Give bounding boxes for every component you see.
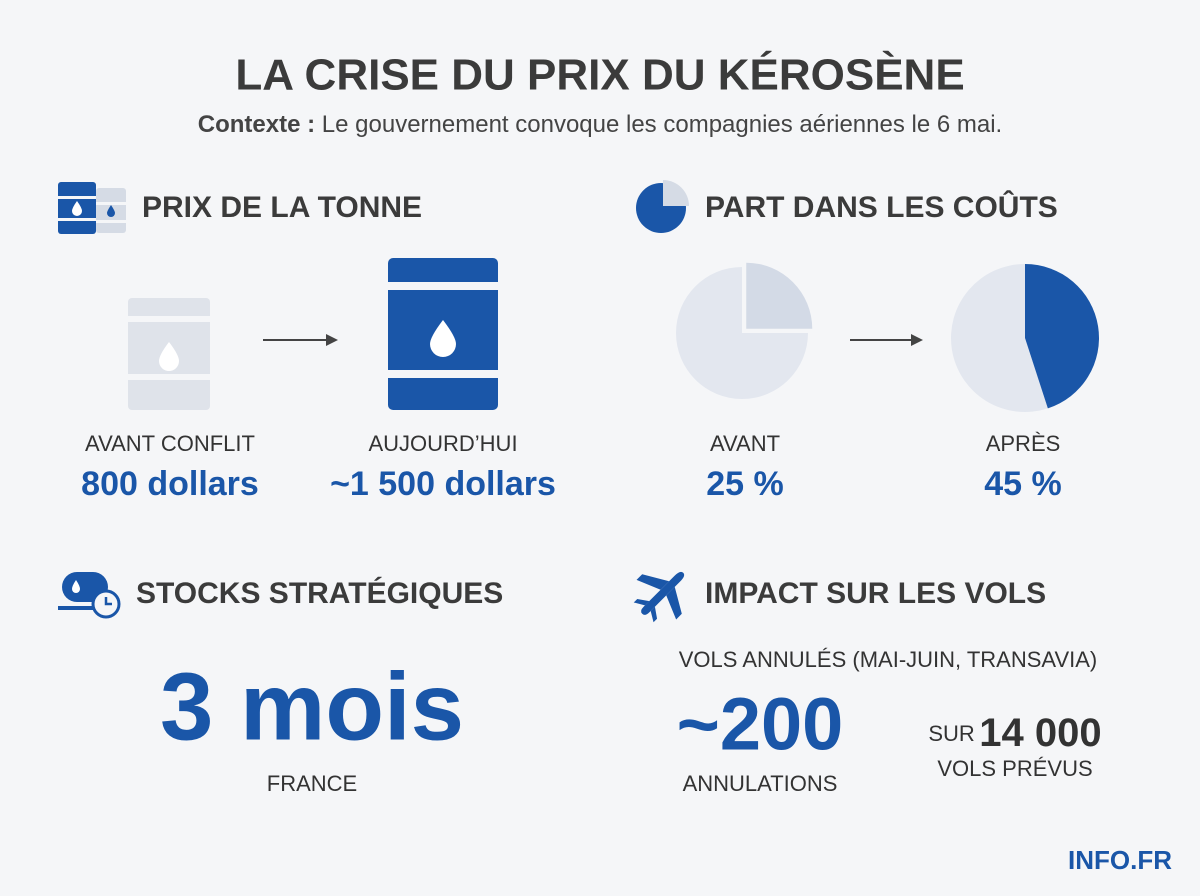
barrels-icon [58,182,126,234]
total-value: 14 000 [979,711,1101,755]
barrel-after [388,258,498,410]
pie-rest [676,267,808,399]
price-value: 800 dollars [81,465,259,503]
share-label: APRÈS [986,431,1061,456]
brand: INFO.FR [1068,845,1172,875]
arrow [263,334,338,346]
barrel-before [128,298,210,410]
title: LA CRISE DU PRIX DU KÉROSÈNE [235,50,964,100]
price-label: AVANT CONFLIT [85,431,255,456]
share-value: 25 % [706,465,784,503]
stocks-value: 3 mois [160,653,464,760]
share-value: 45 % [984,465,1062,503]
cancelled-label: ANNULATIONS [683,771,838,796]
context-label: Contexte : [198,111,315,138]
section-title: PRIX DE LA TONNE [142,191,422,224]
flights-subtitle: VOLS ANNULÉS (MAI-JUIN, TRANSAVIA) [679,647,1098,672]
section-title: STOCKS STRATÉGIQUES [136,576,503,610]
pie-icon [636,180,689,233]
total-label: VOLS PRÉVUS [937,756,1092,781]
pie-wedge [746,262,813,329]
context-text: Le gouvernement convoque les compagnies … [322,111,1002,138]
share-label: AVANT [710,431,780,456]
total-prefix: SUR [928,721,974,746]
plane-icon [633,571,685,623]
price-value: ~1 500 dollars [330,465,556,503]
pie-wedge [1025,264,1100,409]
pie-rest [951,264,1048,413]
stocks-label: FRANCE [267,771,357,796]
arrow [850,334,923,346]
context: Contexte : Le gouvernement convoque les … [198,111,1002,138]
tank-icon [58,572,121,619]
price-label: AUJOURD’HUI [368,431,517,456]
cancelled-value: ~200 [677,683,844,766]
total: SUR 14 000 [928,711,1101,755]
pies [676,262,1100,413]
section-title: IMPACT SUR LES VOLS [705,577,1046,610]
section-title: PART DANS LES COÛTS [705,190,1058,224]
